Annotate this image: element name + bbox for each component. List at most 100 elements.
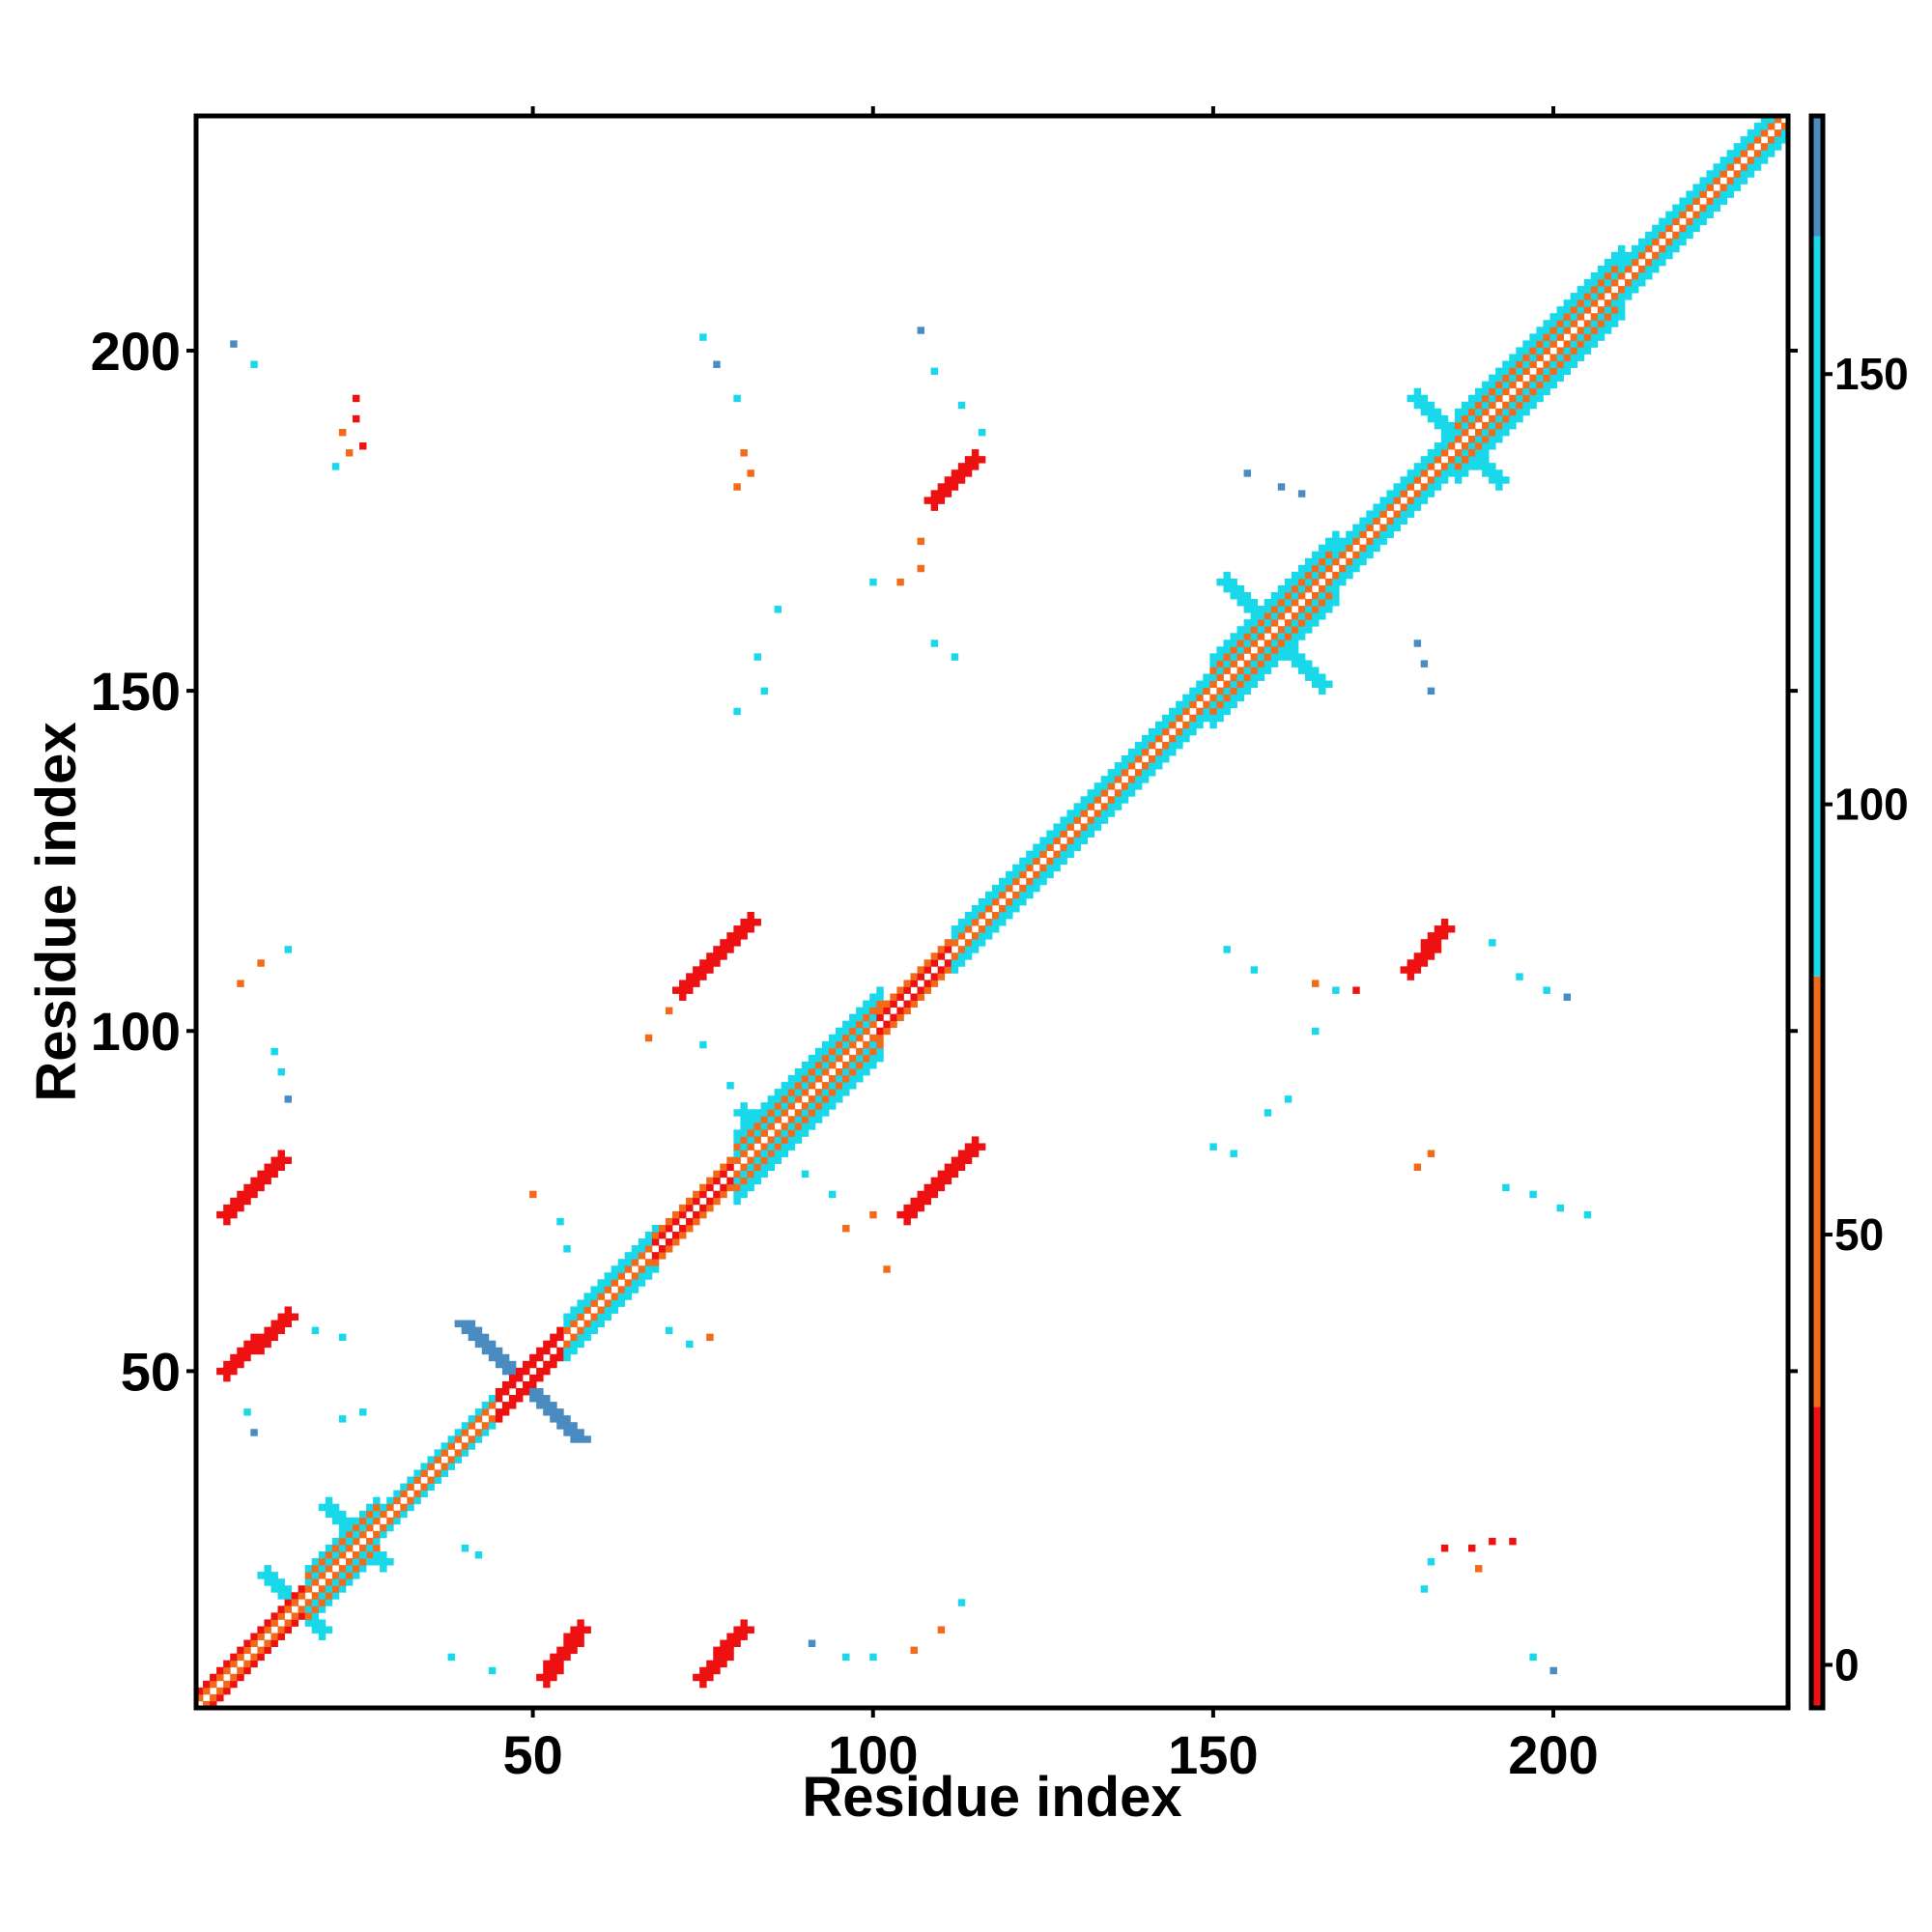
heatmap-cell: [1297, 578, 1306, 586]
heatmap-cell: [917, 1190, 924, 1199]
heatmap-cell: [1549, 320, 1557, 327]
heatmap-cell: [1406, 959, 1415, 967]
heatmap-cell: [1236, 680, 1244, 688]
heatmap-cell: [196, 1693, 204, 1702]
heatmap-cell: [849, 1082, 857, 1090]
heatmap-cell: [631, 1286, 639, 1293]
heatmap-cell: [1447, 442, 1456, 450]
heatmap-cell: [1583, 340, 1592, 348]
heatmap-cell: [1352, 530, 1360, 539]
heatmap-cell: [508, 1360, 517, 1369]
heatmap-cell: [495, 1360, 503, 1369]
heatmap-cell: [1570, 354, 1578, 361]
heatmap-cell: [1257, 673, 1265, 681]
colorbar-tick-label: 150: [1834, 349, 1909, 399]
heatmap-cell: [529, 1353, 537, 1362]
heatmap-cell: [1427, 952, 1435, 960]
heatmap-cell: [740, 1633, 748, 1640]
heatmap-cell: [686, 1204, 694, 1212]
heatmap-cell: [352, 1530, 360, 1539]
heatmap-cell: [1502, 360, 1510, 368]
heatmap-cell: [543, 1360, 551, 1369]
heatmap-cell: [957, 1599, 966, 1606]
heatmap-cell: [733, 1177, 741, 1185]
y-tick-label: 100: [91, 1001, 181, 1062]
heatmap-cell: [747, 1163, 754, 1172]
heatmap-cell: [767, 1102, 776, 1110]
heatmap-cell: [794, 1129, 803, 1137]
heatmap-cell: [243, 1197, 251, 1206]
heatmap-cell: [706, 1183, 714, 1192]
heatmap-cell: [1250, 633, 1259, 640]
heatmap-cell: [1440, 919, 1449, 926]
heatmap-cell: [243, 1639, 251, 1648]
heatmap-cell: [1257, 612, 1265, 620]
heatmap-cell: [1475, 428, 1483, 437]
heatmap-cell: [1543, 333, 1550, 341]
heatmap-cell: [604, 1313, 611, 1321]
heatmap-cell: [1502, 428, 1510, 437]
heatmap-cell: [842, 1224, 850, 1233]
heatmap-cell: [1019, 891, 1027, 899]
heatmap-cell: [1297, 619, 1306, 627]
heatmap-cell: [1236, 694, 1244, 702]
heatmap-cell: [366, 1503, 374, 1512]
heatmap-cell: [325, 1558, 333, 1566]
heatmap-cell: [720, 1660, 727, 1668]
heatmap-cell: [1482, 408, 1490, 416]
heatmap-cell: [1467, 408, 1476, 416]
heatmap-cell: [1379, 530, 1387, 539]
heatmap-cell: [250, 1333, 258, 1342]
heatmap-cell: [964, 925, 973, 933]
heatmap-cell: [1257, 626, 1265, 634]
heatmap-cell: [638, 1265, 646, 1273]
heatmap-cell: [1577, 286, 1585, 294]
heatmap-cell: [1209, 721, 1217, 729]
heatmap-cell: [264, 1646, 271, 1655]
heatmap-cell: [1406, 469, 1415, 477]
heatmap-cell: [1346, 571, 1353, 580]
heatmap-cell: [1454, 428, 1463, 437]
heatmap-cell: [318, 1592, 327, 1600]
heatmap-cell: [1583, 306, 1592, 314]
heatmap-cell: [1570, 347, 1578, 355]
heatmap-cell: [230, 340, 238, 348]
heatmap-cell: [1406, 973, 1415, 980]
heatmap-cell: [910, 980, 918, 987]
heatmap-cell: [1454, 469, 1463, 477]
heatmap-cell: [910, 1210, 918, 1219]
heatmap-cell: [1250, 680, 1259, 688]
heatmap-cell: [781, 1136, 789, 1144]
heatmap-cell: [1006, 904, 1013, 913]
heatmap-cell: [1400, 503, 1407, 511]
heatmap-cell: [644, 1238, 653, 1246]
heatmap-cell: [679, 1210, 687, 1219]
heatmap-cell: [590, 1320, 598, 1327]
heatmap-cell: [1189, 721, 1197, 729]
heatmap-cell: [1209, 707, 1217, 716]
heatmap-cell: [978, 428, 986, 437]
heatmap-cell: [1672, 211, 1680, 219]
heatmap-cell: [1536, 340, 1544, 348]
heatmap-cell: [1304, 606, 1313, 613]
heatmap-cell: [501, 1367, 510, 1376]
heatmap-cell: [1216, 694, 1224, 702]
heatmap-cell: [1297, 591, 1306, 600]
heatmap-cell: [910, 1204, 918, 1212]
heatmap-cell: [1114, 789, 1122, 797]
heatmap-cell: [937, 1170, 946, 1179]
heatmap-cell: [1489, 394, 1496, 403]
heatmap-cell: [747, 919, 754, 926]
heatmap-cell: [1719, 184, 1728, 191]
heatmap-cell: [801, 1061, 810, 1069]
heatmap-cell: [1189, 714, 1197, 723]
heatmap-cell: [720, 1183, 727, 1192]
heatmap-cell: [1209, 700, 1217, 709]
heatmap-cell: [1509, 401, 1517, 410]
heatmap-cell: [876, 993, 884, 1001]
heatmap-cell: [1740, 136, 1748, 144]
heatmap-cell: [890, 993, 897, 1001]
heatmap-cell: [1489, 387, 1496, 396]
heatmap-cell: [223, 1680, 231, 1689]
heatmap-cell: [550, 1660, 557, 1668]
